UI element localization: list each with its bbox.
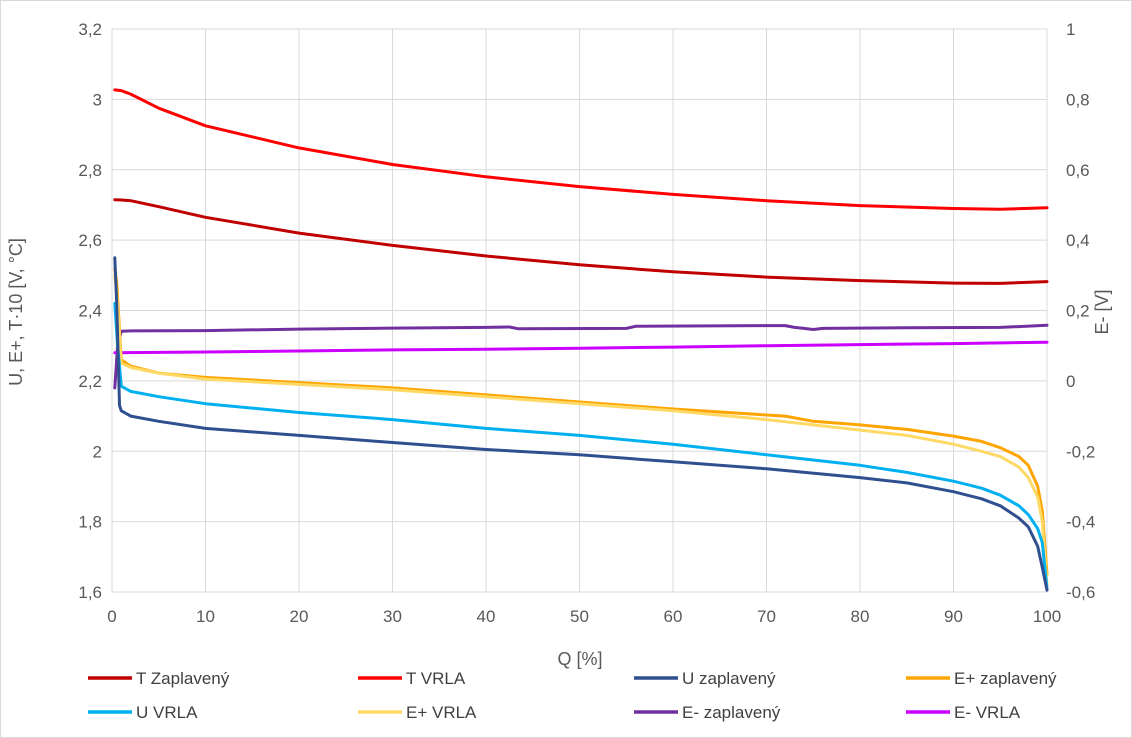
grid <box>111 28 1048 593</box>
y2-tick-label: 0,4 <box>1066 231 1090 250</box>
y2-tick-label: 0,2 <box>1066 302 1090 321</box>
y2-tick-label: 0,8 <box>1066 90 1090 109</box>
y-tick-label: 2,4 <box>78 302 102 321</box>
x-tick-label: 40 <box>477 607 496 626</box>
x-tick-label: 100 <box>1033 607 1061 626</box>
y-tick-label: 2 <box>93 442 102 461</box>
y2-tick-label: -0,2 <box>1066 442 1095 461</box>
y-tick-label: 2,6 <box>78 231 102 250</box>
y-axis-title: U, E+, T·10 [V, °C] <box>6 238 26 386</box>
x-tick-label: 60 <box>664 607 683 626</box>
y2-tick-label: -0,4 <box>1066 513 1095 532</box>
y2-tick-label: 0,6 <box>1066 161 1090 180</box>
x-axis-title: Q [%] <box>557 649 602 669</box>
x-tick-label: 90 <box>944 607 963 626</box>
y2-axis-title: E- [V] <box>1092 289 1112 334</box>
series-line <box>113 273 1049 587</box>
series-line <box>113 266 1049 576</box>
legend-label: T VRLA <box>406 669 466 688</box>
legend-label: T Zaplavený <box>136 669 230 688</box>
x-tick-label: 10 <box>196 607 215 626</box>
x-tick-label: 80 <box>851 607 870 626</box>
series-line <box>113 88 1049 211</box>
y2-tick-label: 0 <box>1066 372 1075 391</box>
x-tick-label: 50 <box>570 607 589 626</box>
x-tick-label: 0 <box>107 607 116 626</box>
y2-tick-label: -0,6 <box>1066 583 1095 602</box>
legend: T Zaplavený T VRLA U zaplavený E+ zaplavený… <box>88 669 1057 722</box>
legend-label: E+ VRLA <box>406 703 477 722</box>
series-line <box>113 256 1049 592</box>
legend-label: E+ zaplavený <box>954 669 1057 688</box>
series-layer <box>113 88 1049 592</box>
y-tick-label: 2,8 <box>78 161 102 180</box>
y-tick-label: 3,2 <box>78 20 102 39</box>
y2-tick-label: 1 <box>1066 20 1075 39</box>
legend-label: E- zaplavený <box>682 703 781 722</box>
x-tick-label: 70 <box>757 607 776 626</box>
series-line <box>113 340 1049 355</box>
legend-label: U VRLA <box>136 703 198 722</box>
tick-labels: 1,6 -0,6 1,8 -0,4 2 -0,2 2,2 0 2,4 0,2 2,6 0,4 2,8 0,… <box>78 20 1095 626</box>
y-tick-label: 1,6 <box>78 583 102 602</box>
legend-label: E- VRLA <box>954 703 1021 722</box>
legend-label: U zaplavený <box>682 669 776 688</box>
x-tick-label: 20 <box>290 607 309 626</box>
y-tick-label: 1,8 <box>78 513 102 532</box>
y-tick-label: 2,2 <box>78 372 102 391</box>
y-tick-label: 3 <box>93 90 102 109</box>
x-tick-label: 30 <box>383 607 402 626</box>
series-line <box>113 323 1049 390</box>
series-line <box>113 302 1049 590</box>
series-line <box>113 198 1049 285</box>
